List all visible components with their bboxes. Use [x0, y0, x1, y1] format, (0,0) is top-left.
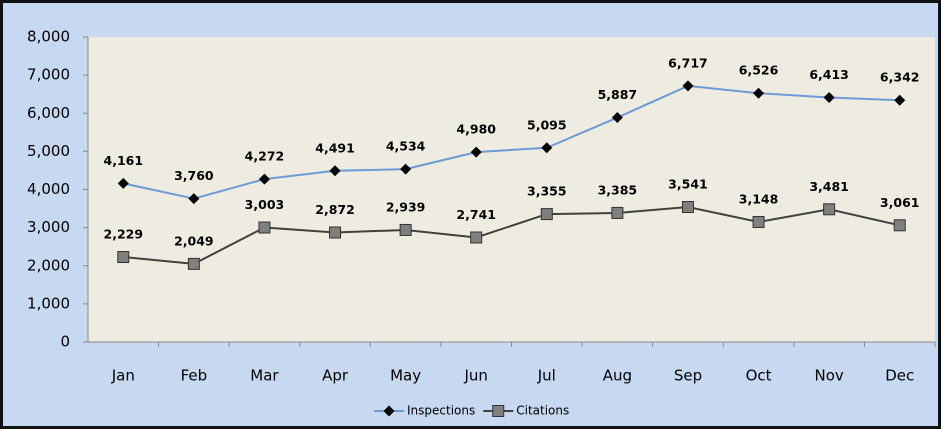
data-point [753, 87, 765, 99]
data-point [894, 94, 906, 106]
data-label: 6,717 [668, 55, 708, 70]
data-label: 5,887 [598, 87, 638, 102]
data-label: 4,491 [315, 140, 355, 155]
y-tick-label: 3,000 [27, 218, 70, 236]
data-point [187, 257, 200, 270]
data-point [611, 206, 624, 219]
data-point [188, 193, 200, 205]
data-point [681, 200, 694, 213]
data-point [682, 80, 694, 92]
data-point [329, 165, 341, 177]
data-label: 3,061 [880, 195, 920, 210]
y-tick-label: 0 [60, 333, 70, 351]
legend-label: Citations [516, 404, 569, 418]
x-tick-label: Jan [111, 367, 135, 385]
data-label: 4,980 [456, 122, 496, 137]
x-tick-label: Apr [322, 367, 349, 385]
x-tick-label: Oct [746, 367, 772, 385]
data-label: 3,481 [809, 179, 849, 194]
data-label: 2,229 [104, 227, 144, 242]
data-label: 4,161 [104, 153, 144, 168]
legend-marker [492, 405, 505, 417]
data-point [540, 208, 553, 221]
data-point [823, 203, 836, 216]
data-label: 2,939 [386, 199, 426, 214]
data-point [470, 146, 482, 158]
data-label: 6,342 [880, 70, 920, 85]
data-point [541, 142, 553, 154]
legend-label: Inspections [407, 404, 475, 418]
y-tick-label: 5,000 [27, 142, 70, 160]
data-point [823, 92, 835, 104]
legend-marker [383, 405, 395, 417]
data-point [611, 112, 623, 124]
y-tick-label: 8,000 [27, 28, 70, 46]
plot-area [88, 37, 935, 342]
data-point [258, 221, 271, 234]
data-label: 4,534 [386, 139, 426, 154]
data-label: 3,148 [739, 191, 779, 206]
data-label: 3,760 [174, 168, 214, 183]
data-label: 5,095 [527, 117, 567, 132]
x-tick-label: Sep [674, 367, 702, 385]
data-label: 6,413 [809, 67, 849, 82]
data-point [400, 163, 412, 175]
data-label: 2,741 [456, 207, 496, 222]
data-point [470, 231, 483, 244]
data-point [117, 251, 130, 264]
data-point [258, 173, 270, 185]
x-tick-label: Jul [537, 367, 556, 385]
data-point [399, 223, 412, 236]
data-point [117, 177, 129, 189]
data-label: 2,049 [174, 233, 214, 248]
data-label: 3,541 [668, 176, 708, 191]
x-tick-label: Aug [603, 367, 632, 385]
x-tick-label: Dec [885, 367, 914, 385]
series-line [123, 84, 900, 200]
data-point [893, 219, 906, 232]
data-label: 3,003 [245, 197, 285, 212]
x-tick-label: Nov [814, 367, 843, 385]
data-label: 4,272 [245, 149, 285, 164]
x-tick-label: Mar [250, 367, 279, 385]
series-line [123, 205, 900, 265]
data-label: 6,526 [739, 63, 779, 78]
data-point [752, 215, 765, 228]
x-tick-label: Jun [463, 367, 487, 385]
y-tick-label: 1,000 [27, 294, 70, 312]
data-point [329, 226, 342, 239]
x-tick-label: May [390, 367, 421, 385]
y-tick-label: 7,000 [27, 66, 70, 84]
data-label: 3,355 [527, 184, 567, 199]
y-tick-label: 2,000 [27, 256, 70, 274]
y-tick-label: 6,000 [27, 104, 70, 122]
y-tick-label: 4,000 [27, 180, 70, 198]
data-label: 3,385 [598, 182, 638, 197]
x-tick-label: Feb [181, 367, 208, 385]
data-label: 2,872 [315, 202, 355, 217]
